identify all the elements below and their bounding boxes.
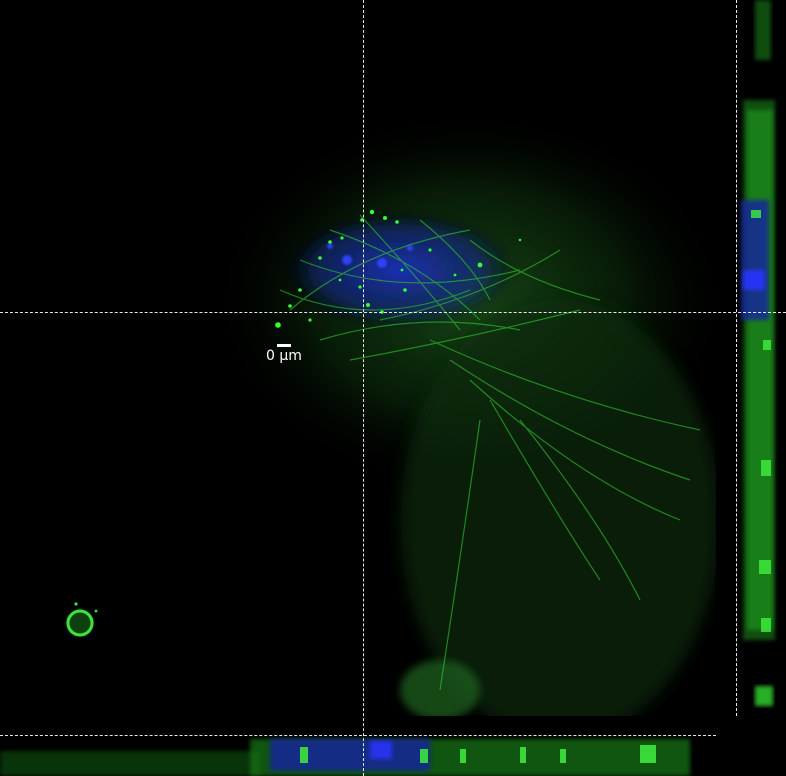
scale-bar-line — [277, 344, 291, 347]
xz-view[interactable] — [0, 733, 716, 776]
nucleus-spots — [327, 243, 413, 268]
xz-image — [0, 739, 690, 776]
yz-view[interactable] — [733, 0, 786, 716]
cell-extension — [400, 300, 716, 716]
yz-image — [741, 0, 775, 706]
xy-image — [66, 110, 716, 716]
filaments — [279, 214, 701, 691]
puncta — [275, 209, 522, 328]
nucleus — [280, 210, 520, 330]
scale-bar: 0 µm — [262, 344, 306, 363]
small-round-cell — [66, 602, 98, 637]
scale-bar-label: 0 µm — [266, 348, 302, 364]
xy-view[interactable]: 0 µm — [0, 0, 716, 716]
